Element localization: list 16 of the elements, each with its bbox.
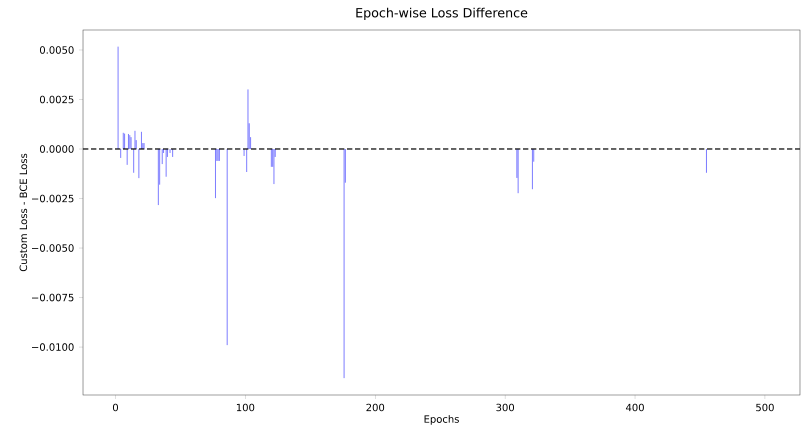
y-tick-label: 0.0050 bbox=[40, 46, 74, 54]
x-tick-label: 100 bbox=[236, 404, 254, 412]
x-tick-label: 500 bbox=[756, 404, 774, 412]
chart-title: Epoch-wise Loss Difference bbox=[356, 8, 528, 20]
y-tick-label: −0.0050 bbox=[32, 244, 74, 252]
y-tick-label: −0.0075 bbox=[32, 294, 74, 302]
y-tick-label: −0.0100 bbox=[32, 343, 74, 351]
x-tick-label: 400 bbox=[626, 404, 644, 412]
x-tick-label: 0 bbox=[112, 404, 118, 412]
x-axis-title: Epochs bbox=[424, 415, 459, 425]
y-axis-title: Custom Loss - BCE Loss bbox=[20, 154, 28, 272]
y-tick-label: 0.0000 bbox=[40, 145, 74, 153]
y-tick-label: −0.0025 bbox=[32, 194, 74, 202]
x-tick-label: 300 bbox=[496, 404, 514, 412]
x-tick-label: 200 bbox=[366, 404, 384, 412]
y-tick-label: 0.0025 bbox=[40, 96, 74, 104]
